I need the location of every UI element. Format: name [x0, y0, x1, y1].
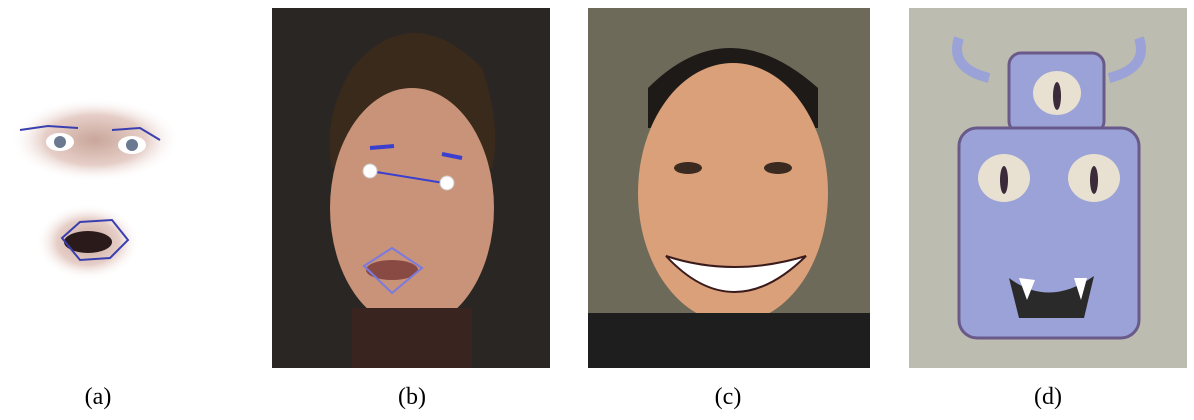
annotated-face-photo — [272, 8, 550, 368]
eyes-crop — [10, 98, 180, 182]
panel-d-creature-drawing — [909, 8, 1187, 368]
panel-a-feature-crops — [0, 90, 200, 290]
face — [330, 88, 494, 328]
smiling-face-photo — [588, 8, 870, 368]
caption-d: (d) — [1008, 384, 1088, 411]
right-eye-point — [440, 176, 454, 190]
creature-drawing — [909, 8, 1187, 368]
caption-c: (c) — [688, 384, 768, 411]
caption-b: (b) — [372, 384, 452, 411]
caption-a: (a) — [58, 384, 138, 411]
panel-c-smiling-face — [588, 8, 870, 368]
left-brow-marker — [370, 146, 394, 148]
feature-crops-image — [0, 90, 200, 290]
panel-b-annotated-face — [272, 8, 550, 368]
left-eye-point — [363, 164, 377, 178]
